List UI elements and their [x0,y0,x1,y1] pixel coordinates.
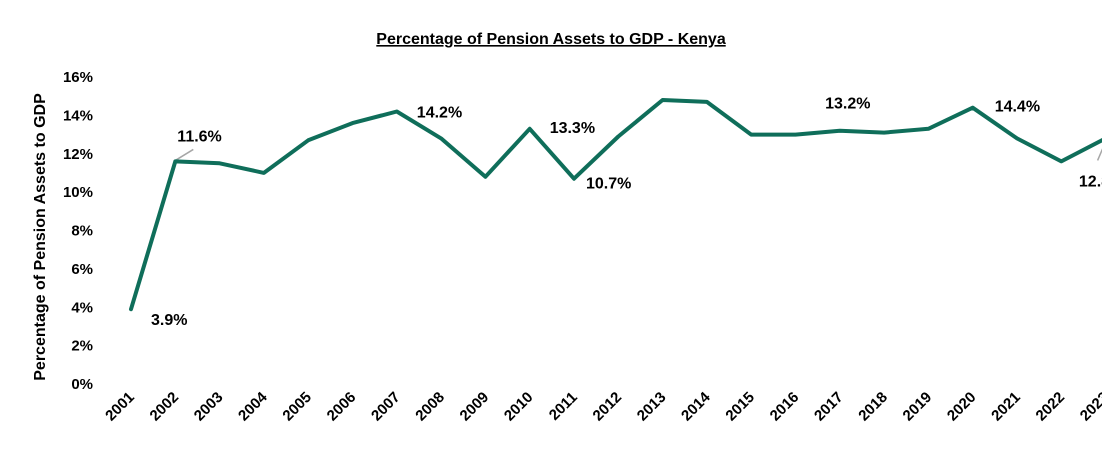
x-tick-label: 2008 [412,389,448,425]
y-axis-ticks: 0% 2% 4% 6% 8% 10% 12% 14% 16% [63,69,93,393]
series-line [129,98,1102,312]
x-tick-label: 2017 [811,389,847,425]
y-tick-label: 16% [63,69,93,86]
label-leader-line [1096,148,1102,161]
x-tick-label: 2003 [191,389,227,425]
x-tick-label: 2019 [900,389,936,425]
x-tick-label: 2023 [1077,389,1102,425]
y-tick-label: 6% [71,261,93,278]
data-label: 11.6% [177,128,221,145]
y-tick-label: 8% [71,223,93,240]
x-tick-label: 2014 [678,388,714,424]
x-tick-label: 2021 [988,389,1024,425]
data-label: 13.2% [825,96,870,113]
label-leader-line [174,148,194,162]
data-label: 12.8% [1079,173,1102,190]
y-tick-label: 4% [71,299,93,316]
x-tick-label: 2009 [457,389,493,425]
chart-title: Percentage of Pension Assets to GDP - Ke… [376,31,726,48]
x-tick-label: 2022 [1033,389,1069,425]
x-tick-label: 2012 [590,389,626,425]
x-tick-label: 2020 [944,389,980,425]
label-connectors [174,148,1102,162]
x-tick-label: 2006 [324,389,360,425]
x-tick-label: 2013 [634,389,670,425]
y-tick-label: 10% [63,184,93,201]
x-tick-label: 2001 [102,389,138,425]
x-tick-label: 2015 [722,389,758,425]
x-tick-label: 2016 [767,389,803,425]
data-label: 3.9% [151,312,187,329]
x-tick-label: 2018 [855,389,891,425]
data-label: 14.4% [995,99,1040,116]
y-tick-label: 12% [63,146,93,163]
data-labels: 3.9%11.6%14.2%13.3%10.7%13.2%14.4%12.8%1… [151,96,1102,329]
x-tick-label: 2007 [368,389,404,425]
data-label: 13.3% [550,120,595,137]
y-tick-label: 2% [71,338,93,355]
y-tick-label: 14% [63,107,93,124]
x-tick-label: 2002 [147,389,183,425]
x-tick-label: 2010 [501,389,537,425]
y-tick-label: 0% [71,376,93,393]
y-axis-label: Percentage of Pension Assets to GDP [32,93,49,381]
x-axis-ticks: 2001 2002 2003 2004 2005 2006 2007 2008 2009 2010… [102,388,1102,424]
x-tick-label: 2005 [279,389,315,425]
data-label: 14.2% [417,105,462,122]
data-label: 10.7% [586,176,631,193]
x-tick-label: 2011 [546,389,581,424]
x-tick-label: 2004 [235,388,271,424]
